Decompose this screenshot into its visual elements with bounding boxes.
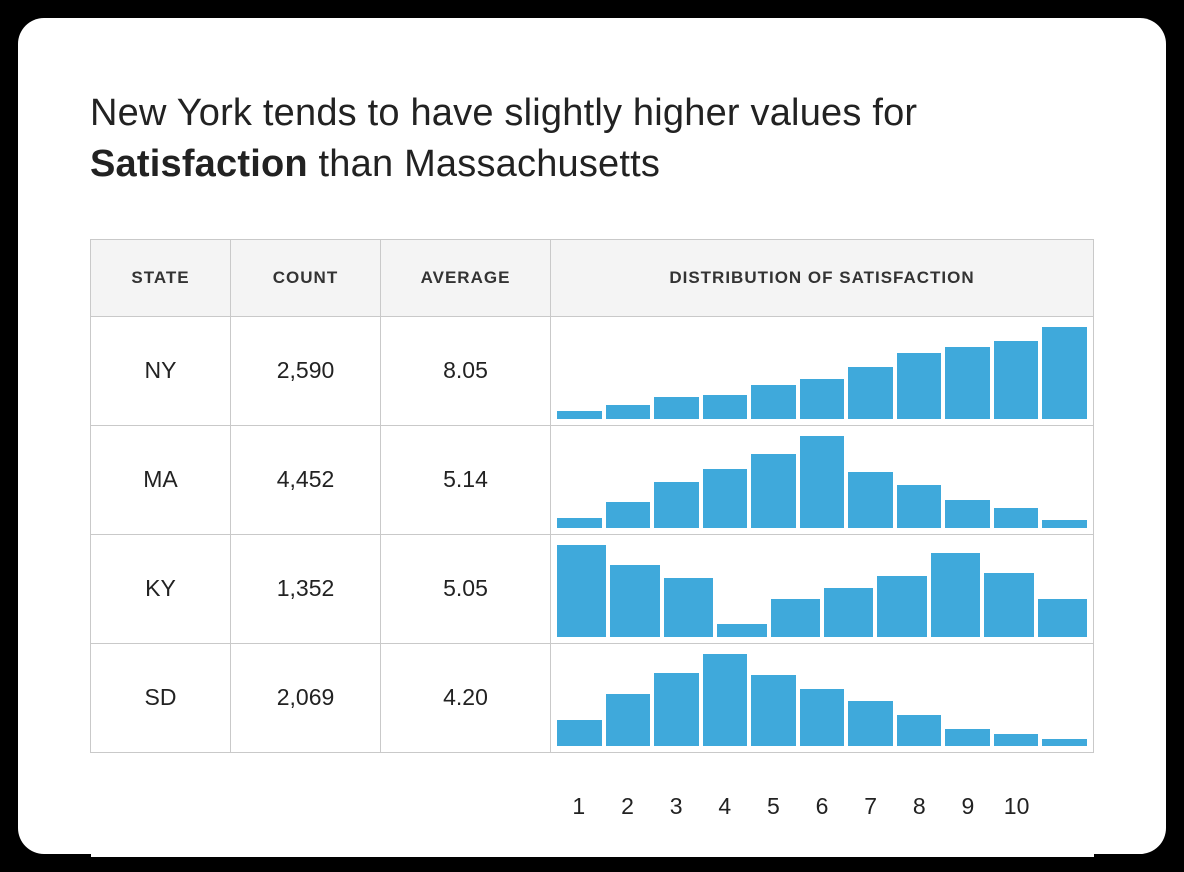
histogram-bar bbox=[654, 673, 699, 746]
histogram-bar bbox=[848, 472, 893, 528]
histogram-bar bbox=[897, 353, 942, 419]
histogram-bar bbox=[945, 500, 990, 528]
insight-card: New York tends to have slightly higher v… bbox=[18, 18, 1166, 854]
histogram-bar bbox=[1038, 599, 1087, 637]
histogram-bar bbox=[824, 588, 873, 637]
cell-distribution bbox=[551, 534, 1094, 643]
histogram-bar bbox=[557, 720, 602, 746]
histogram-bar bbox=[751, 385, 796, 419]
cell-distribution bbox=[551, 316, 1094, 425]
x-axis-tick: 4 bbox=[702, 793, 747, 820]
x-axis: 12345678910 bbox=[551, 789, 1094, 820]
x-axis-tick: 7 bbox=[848, 793, 893, 820]
title-prefix: New York tends to have slightly higher v… bbox=[90, 92, 917, 134]
cell-average: 8.05 bbox=[381, 316, 551, 425]
cell-count: 1,352 bbox=[231, 534, 381, 643]
histogram-bar bbox=[800, 436, 845, 528]
distribution-histogram bbox=[557, 436, 1087, 528]
histogram-bar bbox=[994, 341, 1039, 419]
distribution-histogram bbox=[557, 327, 1087, 419]
table-row: MA4,4525.14 bbox=[91, 425, 1094, 534]
histogram-bar bbox=[606, 694, 651, 746]
histogram-bar bbox=[654, 397, 699, 419]
x-axis-tick: 8 bbox=[897, 793, 942, 820]
x-axis-tick: 6 bbox=[800, 793, 845, 820]
insight-title: New York tends to have slightly higher v… bbox=[90, 88, 1094, 191]
histogram-bar bbox=[606, 502, 651, 528]
x-axis-cell: 12345678910 bbox=[551, 752, 1094, 857]
histogram-bar bbox=[984, 573, 1033, 637]
histogram-bar bbox=[848, 367, 893, 419]
table-row: KY1,3525.05 bbox=[91, 534, 1094, 643]
histogram-bar bbox=[877, 576, 926, 637]
histogram-bar bbox=[664, 578, 713, 637]
x-axis-tick: 1 bbox=[557, 793, 602, 820]
table-row: NY2,5908.05 bbox=[91, 316, 1094, 425]
cell-distribution bbox=[551, 425, 1094, 534]
cell-average: 4.20 bbox=[381, 643, 551, 752]
histogram-bar bbox=[994, 734, 1039, 746]
histogram-bar bbox=[848, 701, 893, 746]
x-axis-tick: 9 bbox=[946, 793, 991, 820]
table-header-row: STATE COUNT AVERAGE DISTRIBUTION OF SATI… bbox=[91, 239, 1094, 316]
cell-average: 5.14 bbox=[381, 425, 551, 534]
histogram-bar bbox=[703, 654, 748, 746]
cell-count: 4,452 bbox=[231, 425, 381, 534]
histogram-bar bbox=[654, 482, 699, 528]
distribution-histogram bbox=[557, 545, 1087, 637]
histogram-bar bbox=[610, 565, 659, 637]
histogram-bar bbox=[800, 689, 845, 746]
histogram-bar bbox=[800, 379, 845, 419]
x-axis-tick: 10 bbox=[994, 793, 1039, 820]
histogram-bar bbox=[771, 599, 820, 637]
table-body: NY2,5908.05MA4,4525.14KY1,3525.05SD2,069… bbox=[91, 316, 1094, 857]
title-suffix: than Massachusetts bbox=[308, 143, 660, 185]
histogram-bar bbox=[1042, 327, 1087, 419]
cell-state: NY bbox=[91, 316, 231, 425]
x-axis-tick bbox=[1043, 793, 1088, 820]
cell-count: 2,069 bbox=[231, 643, 381, 752]
histogram-bar bbox=[751, 454, 796, 528]
table-row: SD2,0694.20 bbox=[91, 643, 1094, 752]
histogram-bar bbox=[606, 405, 651, 419]
header-state: STATE bbox=[91, 239, 231, 316]
cell-distribution bbox=[551, 643, 1094, 752]
cell-state: MA bbox=[91, 425, 231, 534]
histogram-bar bbox=[897, 715, 942, 746]
x-axis-tick: 5 bbox=[751, 793, 796, 820]
satisfaction-table: STATE COUNT AVERAGE DISTRIBUTION OF SATI… bbox=[90, 239, 1094, 857]
histogram-bar bbox=[717, 624, 766, 637]
histogram-bar bbox=[751, 675, 796, 746]
histogram-bar bbox=[557, 411, 602, 419]
x-axis-tick: 3 bbox=[654, 793, 699, 820]
distribution-histogram bbox=[557, 654, 1087, 746]
histogram-bar bbox=[703, 469, 748, 528]
cell-average: 5.05 bbox=[381, 534, 551, 643]
histogram-bar bbox=[1042, 520, 1087, 528]
histogram-bar bbox=[897, 485, 942, 528]
histogram-bar bbox=[994, 508, 1039, 528]
header-count: COUNT bbox=[231, 239, 381, 316]
x-axis-tick: 2 bbox=[605, 793, 650, 820]
histogram-bar bbox=[703, 395, 748, 419]
histogram-bar bbox=[945, 347, 990, 419]
histogram-bar bbox=[1042, 739, 1087, 746]
cell-state: SD bbox=[91, 643, 231, 752]
histogram-bar bbox=[931, 553, 980, 637]
histogram-bar bbox=[945, 729, 990, 746]
cell-count: 2,590 bbox=[231, 316, 381, 425]
header-distribution: DISTRIBUTION OF SATISFACTION bbox=[551, 239, 1094, 316]
histogram-bar bbox=[557, 518, 602, 528]
histogram-bar bbox=[557, 545, 606, 637]
header-average: AVERAGE bbox=[381, 239, 551, 316]
x-axis-row: 12345678910 bbox=[91, 752, 1094, 857]
title-bold: Satisfaction bbox=[90, 143, 308, 185]
cell-state: KY bbox=[91, 534, 231, 643]
